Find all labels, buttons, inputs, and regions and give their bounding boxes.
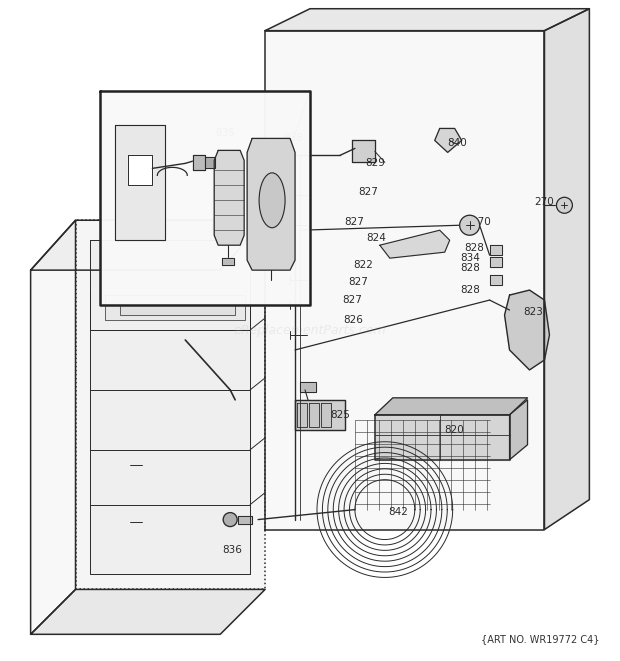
Polygon shape bbox=[375, 415, 510, 459]
Text: 836: 836 bbox=[222, 545, 242, 555]
Polygon shape bbox=[120, 305, 235, 315]
Polygon shape bbox=[321, 403, 331, 427]
Polygon shape bbox=[510, 400, 528, 459]
Text: 829: 829 bbox=[365, 159, 385, 169]
Text: 270: 270 bbox=[534, 197, 554, 208]
Polygon shape bbox=[100, 91, 310, 305]
Text: 827: 827 bbox=[358, 187, 378, 198]
Text: 820: 820 bbox=[445, 425, 464, 435]
Polygon shape bbox=[265, 30, 544, 529]
Polygon shape bbox=[128, 155, 153, 185]
Polygon shape bbox=[505, 290, 549, 370]
Polygon shape bbox=[30, 590, 265, 635]
Polygon shape bbox=[265, 9, 590, 30]
Text: 835: 835 bbox=[215, 128, 235, 138]
Text: 828: 828 bbox=[464, 243, 484, 253]
Circle shape bbox=[223, 512, 237, 527]
Polygon shape bbox=[105, 295, 245, 320]
Text: 837: 837 bbox=[248, 143, 268, 153]
Text: 840: 840 bbox=[448, 138, 467, 149]
Polygon shape bbox=[30, 220, 76, 635]
Polygon shape bbox=[222, 258, 234, 265]
Text: 270: 270 bbox=[472, 217, 492, 227]
Ellipse shape bbox=[259, 173, 285, 228]
Text: 825: 825 bbox=[330, 410, 350, 420]
Text: 838: 838 bbox=[283, 134, 303, 143]
Polygon shape bbox=[490, 275, 502, 285]
Text: 827: 827 bbox=[348, 277, 368, 287]
Polygon shape bbox=[205, 157, 215, 169]
Polygon shape bbox=[544, 9, 590, 529]
Text: 828: 828 bbox=[461, 263, 480, 273]
Polygon shape bbox=[297, 403, 307, 427]
Text: 826: 826 bbox=[343, 315, 363, 325]
Text: 824: 824 bbox=[366, 233, 386, 243]
Polygon shape bbox=[490, 257, 502, 267]
Polygon shape bbox=[380, 230, 450, 258]
Polygon shape bbox=[76, 220, 265, 590]
Text: 823: 823 bbox=[523, 307, 543, 317]
Polygon shape bbox=[215, 151, 244, 245]
Polygon shape bbox=[247, 138, 295, 270]
Circle shape bbox=[459, 215, 480, 235]
Polygon shape bbox=[115, 126, 166, 240]
Text: 834: 834 bbox=[461, 253, 480, 263]
Polygon shape bbox=[30, 220, 265, 270]
Polygon shape bbox=[91, 240, 250, 574]
Text: 828: 828 bbox=[461, 285, 480, 295]
Polygon shape bbox=[352, 140, 375, 163]
Polygon shape bbox=[295, 400, 345, 430]
Polygon shape bbox=[193, 155, 205, 171]
Text: 841: 841 bbox=[210, 223, 230, 233]
Text: 827: 827 bbox=[344, 217, 364, 227]
Polygon shape bbox=[309, 403, 319, 427]
Text: eReplacementParts.com: eReplacementParts.com bbox=[234, 323, 386, 336]
Polygon shape bbox=[300, 382, 316, 392]
Text: 842: 842 bbox=[388, 506, 408, 517]
Text: 822: 822 bbox=[353, 260, 373, 270]
Circle shape bbox=[556, 197, 572, 214]
Polygon shape bbox=[375, 398, 528, 415]
Polygon shape bbox=[490, 245, 502, 255]
Polygon shape bbox=[238, 516, 252, 524]
Text: {ART NO. WR19772 C4}: {ART NO. WR19772 C4} bbox=[481, 635, 600, 644]
Text: 827: 827 bbox=[342, 295, 362, 305]
Polygon shape bbox=[435, 128, 462, 153]
